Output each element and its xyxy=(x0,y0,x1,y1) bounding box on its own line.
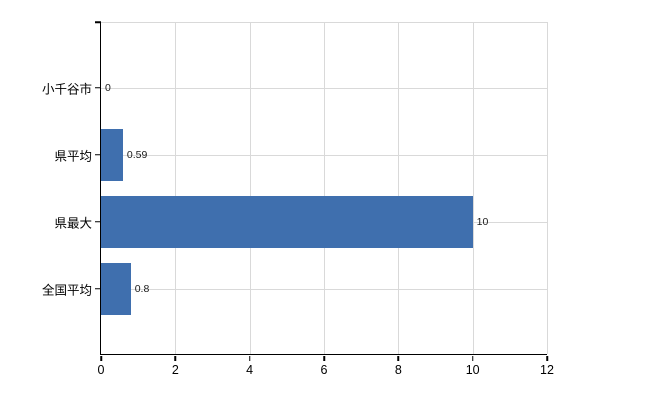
gridline-horizontal xyxy=(101,154,547,156)
bar-3 xyxy=(101,262,131,315)
x-axis-tick-label: 10 xyxy=(465,363,480,377)
x-axis-tick xyxy=(323,355,325,361)
x-axis-tick xyxy=(546,355,548,361)
gridline-vertical xyxy=(324,22,325,354)
x-axis-tick xyxy=(397,355,400,361)
x-axis-tick xyxy=(248,355,251,361)
gridline-horizontal xyxy=(101,87,547,89)
y-axis-tick xyxy=(95,287,101,290)
bar-value-label: 0.8 xyxy=(134,282,150,295)
plot-area: 0 2 4 6 8 10 12 小千谷市 0 県平均 0.59 県最大 10 全国平均 0.8 xyxy=(42,21,554,377)
x-axis-tick-label: 0 xyxy=(97,363,105,377)
x-axis-tick-label: 2 xyxy=(171,363,179,377)
y-axis-tick xyxy=(95,220,101,223)
bar-2 xyxy=(101,195,473,248)
gridline-vertical xyxy=(472,22,474,354)
gridline-horizontal xyxy=(101,288,547,290)
gridline-vertical xyxy=(175,22,177,354)
x-axis-tick xyxy=(471,355,474,361)
x-axis-tick xyxy=(174,355,177,361)
x-axis-tick-label: 6 xyxy=(320,363,328,377)
x-axis-tick-label: 8 xyxy=(394,363,402,377)
category-label: 県最大 xyxy=(54,216,92,230)
gridline-vertical xyxy=(547,22,548,354)
bar-value-label: 10 xyxy=(476,215,489,228)
bar-value-label: 0.59 xyxy=(126,148,148,161)
bar-1 xyxy=(101,128,123,181)
category-label: 県平均 xyxy=(54,149,92,163)
gridline-vertical xyxy=(398,22,400,354)
y-axis-tick xyxy=(95,153,101,156)
bar-value-label: 0 xyxy=(105,81,111,94)
category-label: 小千谷市 xyxy=(41,82,92,96)
y-axis-tick xyxy=(95,86,101,89)
x-axis-tick xyxy=(100,355,102,361)
y-axis-tick xyxy=(95,21,101,23)
x-axis-tick-label: 4 xyxy=(246,363,254,377)
category-label: 全国平均 xyxy=(41,283,92,297)
gridline-vertical xyxy=(249,22,251,354)
x-axis-tick-label: 12 xyxy=(540,363,554,377)
